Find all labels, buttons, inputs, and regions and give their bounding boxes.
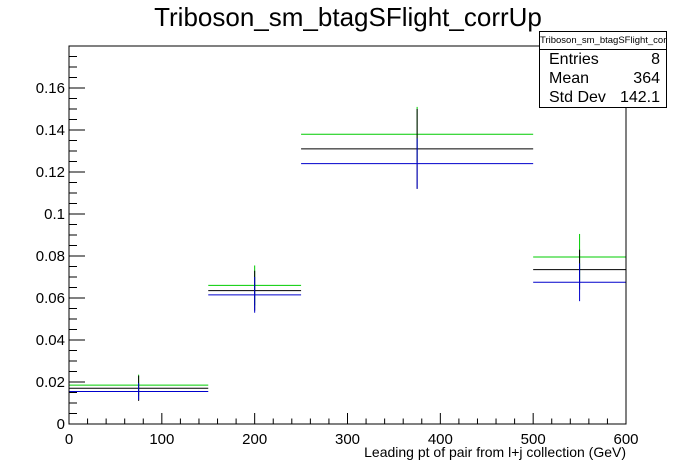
stats-stddev-value: 142.1 [619,89,660,106]
x-tick-label: 400 [428,431,453,448]
stats-stddev-label: Std Dev [549,89,606,106]
y-tick-label: 0.16 [36,80,65,97]
y-tick-label: 0.14 [36,122,65,139]
stats-stddev-row: Std Dev 142.1 [540,88,666,107]
x-tick-label: 600 [613,431,638,448]
x-tick-label: 0 [65,431,73,448]
chart-title: Triboson_sm_btagSFlight_corrUp [154,2,542,32]
stats-box: Triboson_sm_btagSFlight_corrUp Entries 8… [539,31,667,108]
stats-entries-label: Entries [549,51,599,68]
y-tick-label: 0.02 [36,374,65,391]
stats-mean-value: 364 [633,70,660,87]
x-axis-label: Leading pt of pair from l+j collection (… [364,444,626,460]
stats-entries-row: Entries 8 [540,50,666,69]
series-layer [69,106,626,401]
x-tick-label: 200 [242,431,267,448]
y-tick-label: 0.06 [36,290,65,307]
y-tick-label: 0 [57,416,65,433]
stats-entries-value: 8 [651,51,660,68]
y-tick-label: 0.04 [36,332,65,349]
y-tick-label: 0.1 [44,206,65,223]
x-tick-label: 500 [521,431,546,448]
y-tick-label: 0.08 [36,248,65,265]
stats-mean-label: Mean [549,70,590,87]
x-tick-label: 100 [149,431,174,448]
y-tick-label: 0.12 [36,164,65,181]
x-tick-label: 300 [335,431,360,448]
stats-mean-row: Mean 364 [540,69,666,88]
stats-box-title: Triboson_sm_btagSFlight_corrUp [540,32,666,50]
axis-layer: 0 100 200 300 400 500 600 0 0.02 0.04 0.06 0.08 0.1 0… [36,56,639,460]
